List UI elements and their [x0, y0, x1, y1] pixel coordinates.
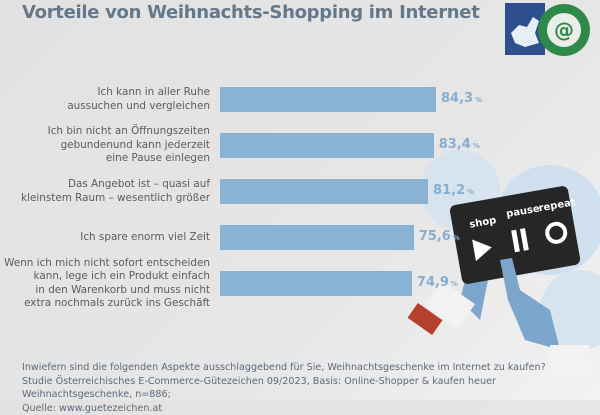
survey-question: Inwiefern sind die folgenden Aspekte aus… — [22, 361, 600, 375]
category-label-line: Ich spare enorm viel Zeit — [0, 231, 210, 245]
svg-text:@: @ — [554, 18, 574, 42]
category-label-line: Das Angebot ist – quasi auf — [0, 178, 210, 192]
value-unit: % — [451, 280, 458, 288]
bar — [220, 225, 414, 250]
chart-footer: Inwiefern sind die folgenden Aspekte aus… — [22, 361, 600, 415]
guetezeichen-logo: @ — [505, 3, 591, 57]
category-label-line: Ich bin nicht an Öffnungszeiten — [0, 125, 210, 139]
value-label: 74,9% — [417, 275, 458, 290]
category-label-line: eine Pause einlegen — [0, 152, 210, 166]
value-unit: % — [475, 96, 482, 104]
chart-title: Vorteile von Weihnachts-Shopping im Inte… — [22, 2, 480, 23]
category-label-line: Ich kann in aller Ruhe — [0, 86, 210, 100]
category-label-line: Wenn ich mich nicht sofort entscheiden — [0, 257, 210, 271]
value-number: 83,4 — [439, 137, 471, 152]
value-label: 75,6% — [419, 229, 460, 244]
category-label-line: gebundenund kann jederzeit — [0, 139, 210, 153]
value-unit: % — [467, 188, 474, 196]
category-label-line: in den Warenkorb und muss nicht — [0, 284, 210, 298]
value-label: 81,2% — [433, 183, 474, 198]
value-number: 75,6 — [419, 229, 451, 244]
bar — [220, 179, 428, 204]
category-label-line: kann, lege ich ein Produkt einfach — [0, 270, 210, 284]
category-label-line: extra nochmals zurück ins Geschäft — [0, 297, 210, 311]
category-label: Ich spare enorm viel Zeit — [0, 231, 210, 245]
bar — [220, 87, 436, 112]
value-number: 84,3 — [441, 91, 473, 106]
value-label: 83,4% — [439, 137, 480, 152]
value-number: 74,9 — [417, 275, 449, 290]
value-unit: % — [473, 142, 480, 150]
value-label: 84,3% — [441, 91, 482, 106]
category-label-line: aussuchen und vergleichen — [0, 100, 210, 114]
value-number: 81,2 — [433, 183, 465, 198]
source-note: Quelle: www.guetezeichen.at — [22, 402, 600, 415]
category-label-line: kleinstem Raum – wesentlich größer — [0, 192, 210, 206]
study-note: Studie Österreichisches E-Commerce-Gütez… — [22, 375, 600, 402]
value-unit: % — [453, 234, 460, 242]
bar — [220, 133, 434, 158]
bar — [220, 271, 412, 296]
